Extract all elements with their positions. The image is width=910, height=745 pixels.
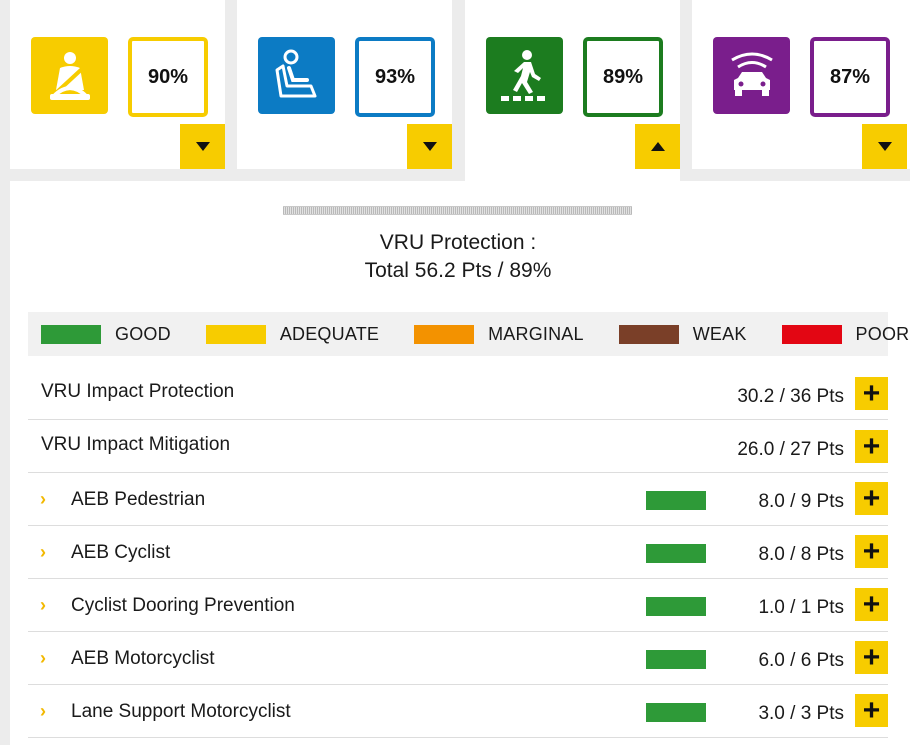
row-label: AEB Cyclist [71,542,171,563]
chevron-down-icon [877,142,892,151]
rating-bar [646,544,706,563]
chevron-up-icon [650,142,665,151]
expand-row-button[interactable]: + [855,430,888,463]
vru-protection-panel: VRU Protection : Total 56.2 Pts / 89% GO… [10,181,910,745]
row-lane-support-motorcyclist[interactable]: › Lane Support Motorcyclist 3.0 / 3 Pts … [28,685,888,738]
car-sensor-icon [713,37,790,114]
chevron-right-icon: › [40,489,46,509]
expand-row-button[interactable]: + [855,482,888,515]
score-rows: VRU Impact Protection 30.2 / 36 Pts + VR… [28,367,888,738]
chevron-down-icon [422,142,437,151]
legend-weak: WEAK [618,323,747,345]
legend-poor: POOR [781,323,910,345]
row-aeb-cyclist[interactable]: › AEB Cyclist 8.0 / 8 Pts + [28,526,888,579]
expand-row-button[interactable]: + [855,535,888,568]
plus-icon: + [862,640,881,674]
safety-assist-score: 87% [810,37,890,117]
adult-occupant-icon [31,37,108,114]
chevron-right-icon: › [40,595,46,615]
chevron-right-icon: › [40,542,46,562]
legend-label: MARGINAL [488,323,584,344]
chevron-down-icon [195,142,210,151]
row-label: Lane Support Motorcyclist [71,701,291,722]
row-vru-impact-mitigation: VRU Impact Mitigation 26.0 / 27 Pts + [28,420,888,473]
chevron-right-icon: › [40,648,46,668]
rating-bar [646,703,706,722]
legend-marginal: MARGINAL [414,324,584,345]
section-title: VRU Protection : [379,231,537,254]
vru-score: 89% [583,37,663,117]
row-score: 26.0 / 27 Pts [737,439,844,460]
section-total: Total 56.2 Pts / 89% [364,259,552,282]
rating-bar [646,650,706,669]
legend-swatch [618,324,679,344]
legend-adequate: ADEQUATE [205,323,380,345]
expand-row-button[interactable]: + [855,588,888,621]
child-seat-icon [258,37,335,114]
expand-safety-button[interactable] [862,124,907,169]
row-score: 8.0 / 9 Pts [758,491,844,512]
expand-child-button[interactable] [407,124,452,169]
row-label: AEB Pedestrian [71,489,206,510]
plus-icon: + [862,481,881,515]
rating-bar [646,491,706,510]
row-label: Cyclist Dooring Prevention [71,595,295,616]
rating-bar [646,597,706,616]
adult-occupant-score: 90% [128,37,208,117]
row-score: 3.0 / 3 Pts [758,703,844,724]
pedestrian-icon [486,37,563,114]
plus-icon: + [862,429,881,463]
legend-label: POOR [855,323,910,344]
plus-icon: + [862,693,881,727]
row-cyclist-dooring-prevention[interactable]: › Cyclist Dooring Prevention 1.0 / 1 Pts… [28,579,888,632]
card-adult-occupant: 90% [10,0,225,169]
row-label: VRU Impact Mitigation [41,434,231,455]
row-score: 30.2 / 36 Pts [737,386,844,407]
plus-icon: + [862,587,881,621]
legend-swatch [781,324,842,344]
legend-good: GOOD [41,324,171,345]
expand-adult-button[interactable] [180,124,225,169]
legend-swatch [414,324,475,344]
row-aeb-pedestrian[interactable]: › AEB Pedestrian 8.0 / 9 Pts + [28,473,888,526]
card-vru: 89% [465,0,680,181]
rating-legend: GOOD ADEQUATE MARGINAL WEAK POOR [28,312,909,356]
drag-handle[interactable] [283,206,632,215]
card-child-occupant: 93% [237,0,452,169]
row-score: 8.0 / 8 Pts [758,544,844,565]
row-score: 6.0 / 6 Pts [758,650,844,671]
legend-swatch [41,324,101,344]
plus-icon: + [862,376,881,410]
expand-row-button[interactable]: + [855,641,888,674]
plus-icon: + [862,534,881,568]
collapse-vru-button[interactable] [635,124,680,169]
row-label: AEB Motorcyclist [71,648,215,669]
child-occupant-score: 93% [355,37,435,117]
row-score: 1.0 / 1 Pts [758,597,844,618]
expand-row-button[interactable]: + [855,377,888,410]
row-aeb-motorcyclist[interactable]: › AEB Motorcyclist 6.0 / 6 Pts + [28,632,888,685]
row-vru-impact-protection: VRU Impact Protection 30.2 / 36 Pts + [28,367,888,420]
chevron-right-icon: › [40,701,46,721]
legend-label: ADEQUATE [279,323,380,344]
card-safety-assist: 87% [692,0,910,169]
legend-label: WEAK [692,323,747,344]
row-label: VRU Impact Protection [41,381,235,402]
legend-label: GOOD [115,323,171,344]
legend-swatch [205,324,266,344]
expand-row-button[interactable]: + [855,694,888,727]
